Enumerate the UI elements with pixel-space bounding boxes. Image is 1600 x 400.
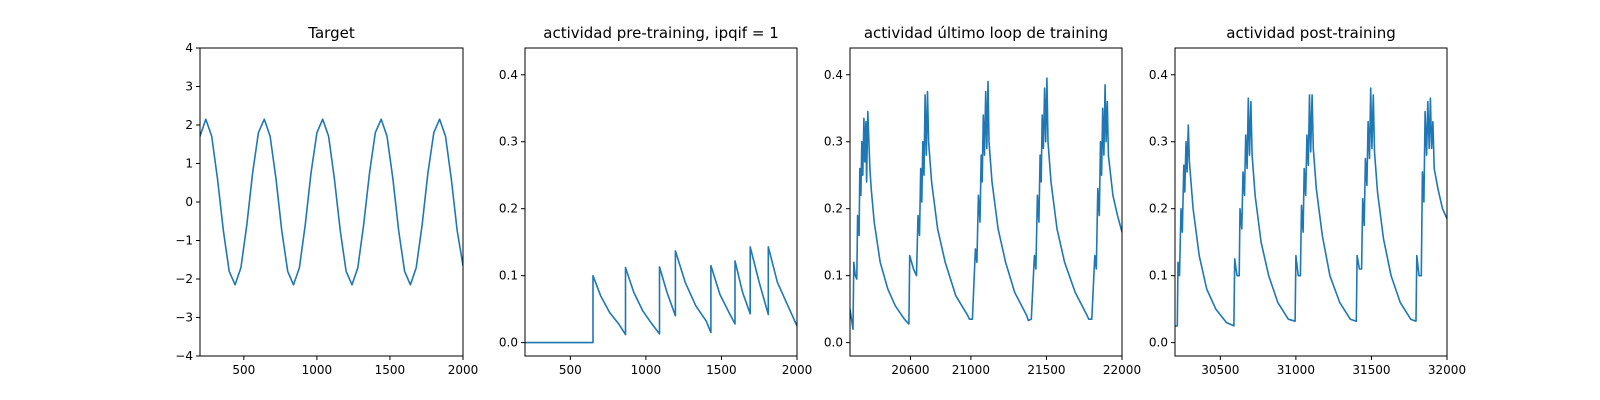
y-tick-label: −4	[175, 349, 193, 363]
series-line	[525, 246, 797, 344]
y-tick-label: 0.0	[499, 336, 518, 350]
y-tick-label: 0.4	[499, 68, 518, 82]
x-tick-label: 21500	[1027, 363, 1065, 377]
x-tick-label: 1500	[706, 363, 737, 377]
y-tick-label: 0.4	[1149, 68, 1168, 82]
y-tick-label: 0.3	[824, 135, 843, 149]
axes-frame	[1174, 47, 1448, 357]
x-tick-label: 1500	[375, 363, 406, 377]
y-tick-label: 0.2	[824, 202, 843, 216]
y-tick-label: 0.3	[1149, 135, 1168, 149]
y-tick-label: 1	[185, 157, 193, 171]
y-tick-label: 3	[185, 80, 193, 94]
y-tick-label: 2	[185, 118, 193, 132]
y-tick-label: 0	[185, 195, 193, 209]
y-tick-label: 0.2	[499, 202, 518, 216]
y-tick-label: 0.4	[824, 68, 843, 82]
series-line	[200, 118, 463, 286]
y-tick-label: 0.1	[824, 269, 843, 283]
x-tick-label: 500	[559, 363, 582, 377]
x-tick-label: 1000	[631, 363, 662, 377]
x-tick-label: 31500	[1352, 363, 1390, 377]
y-tick-label: −1	[175, 234, 193, 248]
x-tick-label: 21000	[952, 363, 990, 377]
y-tick-label: −3	[175, 311, 193, 325]
y-tick-label: −2	[175, 272, 193, 286]
y-tick-label: 0.1	[499, 269, 518, 283]
subplot-title: actividad post-training	[1226, 24, 1395, 42]
x-tick-label: 500	[232, 363, 255, 377]
y-tick-label: 0.0	[824, 336, 843, 350]
series-line	[1175, 87, 1447, 327]
subplot-last-training-loop: actividad último loop de training 20600 2…	[824, 24, 1141, 377]
x-tick-label: 30500	[1201, 363, 1239, 377]
subplot-post-training: actividad post-training 30500 31000 31500 3…	[1149, 24, 1466, 377]
x-tick-label: 2000	[782, 363, 813, 377]
y-tick-label: 4	[185, 41, 193, 55]
x-tick-label: 1000	[302, 363, 333, 377]
axes-frame	[524, 47, 798, 357]
y-tick-label: 0.0	[1149, 336, 1168, 350]
series-line	[850, 77, 1122, 330]
subplot-title: Target	[307, 24, 355, 42]
y-tick-label: 0.1	[1149, 269, 1168, 283]
subplot-title: actividad último loop de training	[864, 24, 1108, 42]
subplot-target: Target 500 1000 1500 2000 −4 −3 −2 −1 0 1 2 3 4	[175, 24, 478, 377]
y-tick-label: 0.3	[499, 135, 518, 149]
x-tick-label: 32000	[1428, 363, 1466, 377]
subplot-pre-training: actividad pre-training, ipqif = 1 500 100…	[499, 24, 812, 377]
x-tick-label: 31000	[1277, 363, 1315, 377]
y-tick-label: 0.2	[1149, 202, 1168, 216]
x-tick-label: 20600	[891, 363, 929, 377]
axes-frame	[849, 47, 1123, 357]
x-tick-label: 22000	[1103, 363, 1141, 377]
subplot-title: actividad pre-training, ipqif = 1	[543, 24, 779, 42]
x-tick-label: 2000	[448, 363, 479, 377]
